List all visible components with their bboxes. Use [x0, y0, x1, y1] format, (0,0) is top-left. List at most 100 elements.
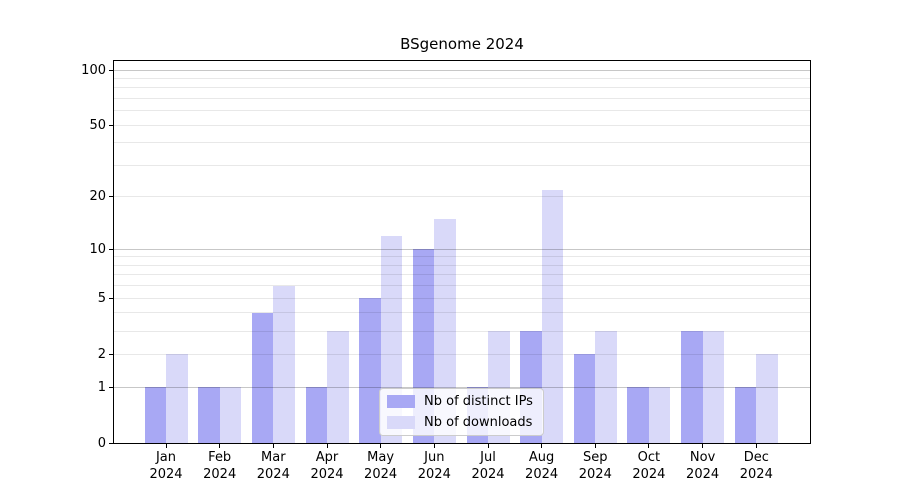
- y-tick-mark: [109, 248, 113, 250]
- bar-oct-distinct-ips: [627, 387, 649, 443]
- bar-dec-distinct-ips: [734, 387, 757, 443]
- x-tick-mark: [755, 444, 757, 448]
- minor-gridline: [114, 274, 810, 276]
- x-tick-month: Dec: [743, 450, 769, 465]
- x-tick-year: 2024: [578, 466, 612, 482]
- legend-row: Nb of distinct IPs: [387, 392, 536, 412]
- minor-gridline: [114, 165, 810, 166]
- bar-nov-distinct-ips: [681, 331, 703, 443]
- y-tick-label: 50: [89, 117, 106, 133]
- x-tick-year: 2024: [310, 466, 344, 482]
- y-tick-mark: [109, 297, 113, 299]
- major-gridline: [114, 248, 810, 250]
- x-tick-label-mar: Mar 2024: [241, 450, 305, 483]
- x-tick-mark: [433, 444, 435, 448]
- major-gridline: [114, 69, 810, 71]
- x-tick-label-oct: Oct 2024: [617, 450, 681, 483]
- y-tick-label: 1: [97, 379, 106, 395]
- minor-gridline: [114, 98, 810, 99]
- x-tick-month: Aug: [528, 450, 555, 465]
- bar-jun-downloads: [434, 218, 456, 443]
- legend-label: Nb of distinct IPs: [424, 394, 533, 410]
- x-tick-mark: [326, 444, 328, 448]
- x-tick-label-apr: Apr 2024: [295, 450, 359, 483]
- x-tick-month: Jun: [424, 450, 445, 465]
- y-tick-label: 0: [97, 435, 106, 451]
- legend-swatch: [387, 415, 415, 429]
- x-tick-year: 2024: [256, 466, 290, 482]
- bar-sep-distinct-ips: [573, 354, 596, 443]
- bar-aug-downloads: [541, 189, 564, 443]
- x-tick-label-feb: Feb 2024: [188, 450, 252, 483]
- legend-label: Nb of downloads: [424, 414, 533, 430]
- x-tick-mark: [272, 444, 274, 448]
- x-tick-mark: [702, 444, 704, 448]
- chart-title: BSgenome 2024: [400, 35, 524, 53]
- y-tick-label: 2: [97, 346, 106, 362]
- minor-gridline: [114, 264, 810, 266]
- x-tick-label-jan: Jan 2024: [134, 450, 198, 483]
- y-tick-mark: [109, 196, 113, 198]
- x-tick-mark: [541, 444, 543, 448]
- x-tick-mark: [380, 444, 382, 448]
- x-tick-month: Apr: [315, 450, 339, 465]
- legend-row: Nb of downloads: [387, 412, 536, 432]
- y-tick-label: 5: [97, 290, 106, 306]
- bar-mar-downloads: [273, 285, 295, 443]
- x-tick-month: Sep: [583, 450, 608, 465]
- x-tick-mark: [594, 444, 596, 448]
- x-tick-label-aug: Aug 2024: [510, 450, 574, 483]
- minor-gridline: [114, 330, 810, 332]
- minor-gridline: [114, 285, 810, 287]
- y-tick-mark: [109, 124, 113, 126]
- x-tick-label-sep: Sep 2024: [563, 450, 627, 483]
- x-tick-label-jul: Jul 2024: [456, 450, 520, 483]
- minor-gridline: [114, 110, 810, 112]
- x-tick-mark: [487, 444, 489, 448]
- bar-feb-distinct-ips: [198, 387, 220, 443]
- y-tick-label: 20: [89, 189, 106, 205]
- y-tick-label: 10: [89, 241, 106, 257]
- bar-may-distinct-ips: [359, 298, 381, 443]
- y-tick-mark: [109, 386, 113, 388]
- x-tick-mark: [648, 444, 650, 448]
- x-tick-label-may: May 2024: [349, 450, 413, 483]
- bar-nov-downloads: [702, 331, 725, 443]
- x-tick-year: 2024: [739, 466, 773, 482]
- bar-dec-downloads: [756, 354, 778, 443]
- bar-jan-distinct-ips: [144, 387, 166, 443]
- x-tick-month: Jul: [480, 450, 496, 465]
- x-tick-month: Nov: [689, 450, 716, 465]
- minor-gridline: [114, 77, 810, 79]
- x-tick-month: Feb: [208, 450, 232, 465]
- minor-gridline: [114, 312, 810, 314]
- x-tick-year: 2024: [632, 466, 666, 482]
- bar-oct-downloads: [648, 387, 671, 443]
- major-gridline: [114, 386, 810, 388]
- y-tick-mark: [109, 69, 113, 71]
- legend-swatch: [387, 395, 415, 409]
- x-tick-year: 2024: [149, 466, 183, 482]
- bar-apr-downloads: [327, 331, 349, 443]
- bar-mar-distinct-ips: [251, 312, 274, 443]
- minor-gridline: [114, 353, 810, 355]
- x-tick-month: Jan: [155, 450, 177, 465]
- y-tick-label: 100: [81, 62, 106, 78]
- x-tick-label-nov: Nov 2024: [671, 450, 735, 483]
- minor-gridline: [114, 87, 810, 89]
- x-tick-label-dec: Dec 2024: [724, 450, 788, 483]
- x-tick-year: 2024: [417, 466, 451, 482]
- x-tick-month: Mar: [261, 450, 286, 465]
- minor-gridline: [114, 297, 810, 299]
- bar-feb-downloads: [219, 387, 242, 443]
- minor-gridline: [114, 256, 810, 258]
- bar-sep-downloads: [595, 331, 617, 443]
- y-tick-mark: [109, 442, 113, 444]
- minor-gridline: [114, 196, 810, 198]
- bar-jan-downloads: [166, 354, 188, 443]
- x-tick-month: May: [367, 450, 395, 465]
- x-tick-year: 2024: [471, 466, 505, 482]
- bar-apr-distinct-ips: [305, 387, 327, 443]
- x-tick-year: 2024: [686, 466, 720, 482]
